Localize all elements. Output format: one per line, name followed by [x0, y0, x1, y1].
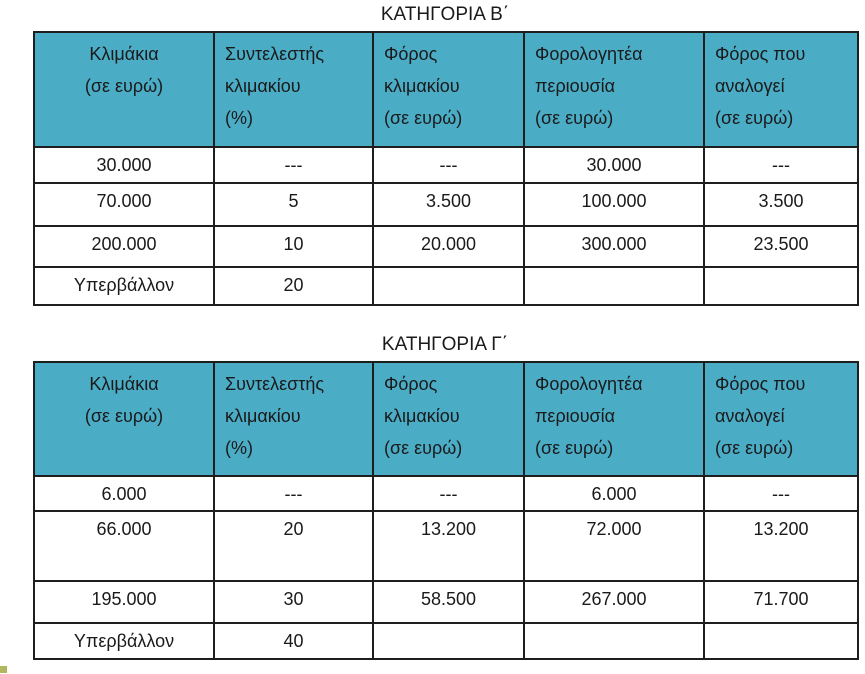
header-cell-syntelestis: Συντελεστής κλιμακίου (%)	[213, 361, 374, 477]
table-cell: ---	[703, 475, 859, 512]
table-cell: ---	[213, 146, 374, 184]
table-cell: 6.000	[33, 475, 215, 512]
table-cell: ---	[703, 146, 859, 184]
table-cell: 20.000	[372, 225, 525, 268]
table-cell: Υπερβάλλον	[33, 622, 215, 660]
table-row: Υπερβάλλον 20	[33, 266, 859, 306]
table-cell: 13.200	[703, 510, 859, 582]
table-cell: 40	[213, 622, 374, 660]
table-cell: 30	[213, 580, 374, 624]
table-cell: 5	[213, 182, 374, 227]
table-row: Υπερβάλλον 40	[33, 622, 859, 660]
table-cell: 3.500	[703, 182, 859, 227]
table-row: 66.000 20 13.200 72.000 13.200	[33, 510, 859, 582]
table-cell: 20	[213, 266, 374, 306]
table-cell	[372, 622, 525, 660]
header-cell-klimakia: Κλιμάκια (σε ευρώ)	[33, 31, 215, 148]
category-c-section: ΚΑΤΗΓΟΡΙΑ Γ΄ Κλιμάκια (σε ευρώ) Συντελεσ…	[33, 331, 859, 660]
table-cell: 13.200	[372, 510, 525, 582]
table-cell: 195.000	[33, 580, 215, 624]
table-cell: 200.000	[33, 225, 215, 268]
header-cell-forologitea: Φορολογητέα περιουσία (σε ευρώ)	[523, 31, 705, 148]
header-row: Κλιμάκια (σε ευρώ) Συντελεστής κλιμακίου…	[33, 31, 859, 148]
table-cell: 23.500	[703, 225, 859, 268]
category-b-table: Κλιμάκια (σε ευρώ) Συντελεστής κλιμακίου…	[33, 31, 859, 306]
header-row: Κλιμάκια (σε ευρώ) Συντελεστής κλιμακίου…	[33, 361, 859, 477]
table-cell	[372, 266, 525, 306]
table-cell: Υπερβάλλον	[33, 266, 215, 306]
category-c-table: Κλιμάκια (σε ευρώ) Συντελεστής κλιμακίου…	[33, 361, 859, 660]
table-row: 195.000 30 58.500 267.000 71.700	[33, 580, 859, 624]
table-row: 200.000 10 20.000 300.000 23.500	[33, 225, 859, 268]
category-b-section: ΚΑΤΗΓΟΡΙΑ Β΄ Κλιμάκια (σε ευρώ) Συντελεσ…	[33, 1, 859, 306]
category-b-title: ΚΑΤΗΓΟΡΙΑ Β΄	[380, 4, 510, 25]
table-cell: 70.000	[33, 182, 215, 227]
table-cell: 30.000	[523, 146, 705, 184]
table-cell	[703, 266, 859, 306]
header-cell-foros-analogei: Φόρος που αναλογεί (σε ευρώ)	[703, 31, 859, 148]
table-cell	[703, 622, 859, 660]
header-cell-forologitea: Φορολογητέα περιουσία (σε ευρώ)	[523, 361, 705, 477]
table-cell: 300.000	[523, 225, 705, 268]
header-cell-foros-klimakiou: Φόρος κλιμακίου (σε ευρώ)	[372, 31, 525, 148]
table-cell: 267.000	[523, 580, 705, 624]
table-cell	[523, 266, 705, 306]
corner-artifact-mark	[0, 666, 7, 673]
table-cell: 71.700	[703, 580, 859, 624]
table-cell: 100.000	[523, 182, 705, 227]
table-row: 6.000 --- --- 6.000 ---	[33, 475, 859, 512]
header-cell-foros-klimakiou: Φόρος κλιμακίου (σε ευρώ)	[372, 361, 525, 477]
category-c-title: ΚΑΤΗΓΟΡΙΑ Γ΄	[381, 334, 509, 355]
table-row: 70.000 5 3.500 100.000 3.500	[33, 182, 859, 227]
table-cell: 66.000	[33, 510, 215, 582]
header-cell-syntelestis: Συντελεστής κλιμακίου (%)	[213, 31, 374, 148]
table-cell: 10	[213, 225, 374, 268]
table-cell	[523, 622, 705, 660]
table-cell: 72.000	[523, 510, 705, 582]
table-cell: 58.500	[372, 580, 525, 624]
table-cell: 6.000	[523, 475, 705, 512]
table-cell: ---	[372, 146, 525, 184]
table-cell: 30.000	[33, 146, 215, 184]
header-cell-klimakia: Κλιμάκια (σε ευρώ)	[33, 361, 215, 477]
table-row: 30.000 --- --- 30.000 ---	[33, 146, 859, 184]
table-cell: 3.500	[372, 182, 525, 227]
table-cell: ---	[213, 475, 374, 512]
table-cell: ---	[372, 475, 525, 512]
header-cell-foros-analogei: Φόρος που αναλογεί (σε ευρώ)	[703, 361, 859, 477]
table-cell: 20	[213, 510, 374, 582]
